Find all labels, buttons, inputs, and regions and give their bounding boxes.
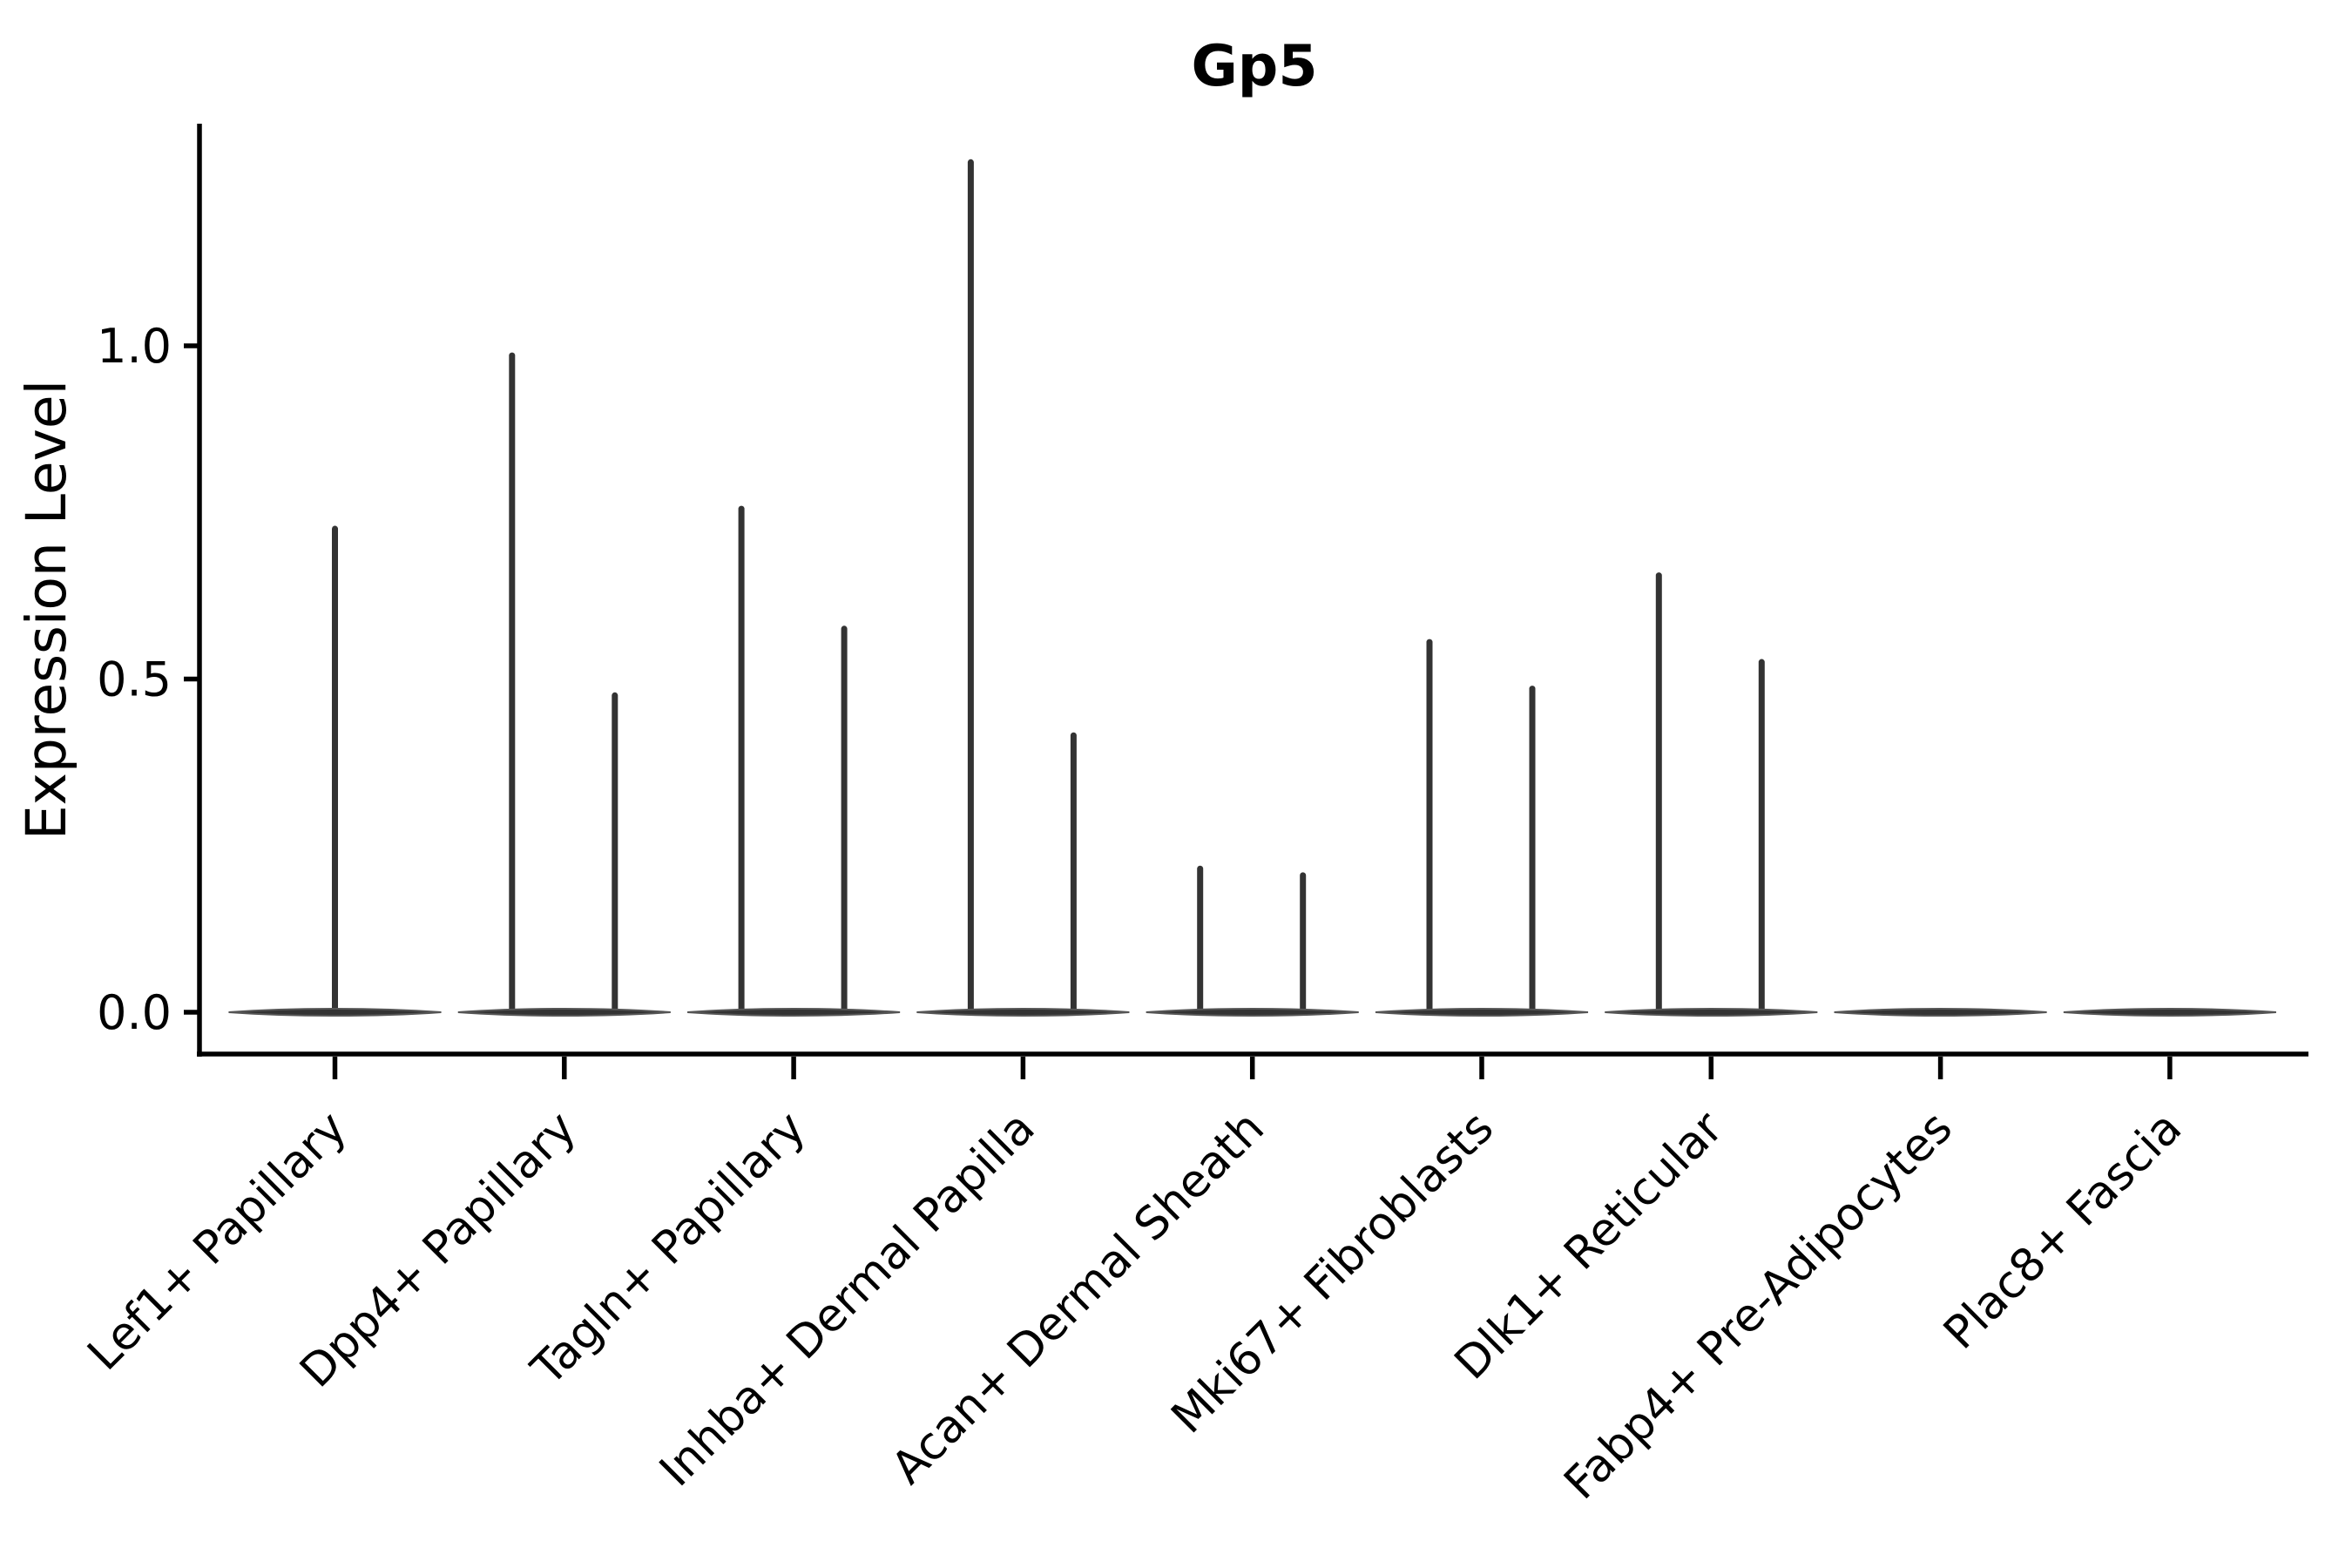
violin-base	[1375, 1007, 1589, 1017]
violin-spike	[509, 352, 516, 1016]
y-axis-label: Expression Level	[15, 380, 78, 840]
violin-base	[2063, 1007, 2276, 1017]
y-tick-label: 1.0	[97, 319, 172, 374]
x-tick-label: Acan+ Dermal Sheath	[882, 1102, 1274, 1495]
y-axis-ticks: 0.0 0.5 1.0	[97, 319, 199, 1040]
violin	[1834, 1007, 2047, 1017]
x-tick-label: Plac8+ Fascia	[1934, 1102, 2192, 1360]
chart-title: Gp5	[1191, 34, 1317, 99]
x-tick-label: Inhba+ Dermal Papilla	[650, 1102, 1044, 1497]
violin-base	[1834, 1007, 2047, 1017]
violin-spike	[612, 692, 618, 1016]
violin-spike	[1197, 865, 1204, 1016]
violin	[916, 159, 1130, 1017]
violin-base	[687, 1007, 901, 1017]
violin-base	[1605, 1007, 1818, 1017]
violin	[1605, 572, 1818, 1017]
violin-spike	[1426, 639, 1433, 1016]
violin	[1146, 865, 1359, 1017]
violin-spike	[1758, 659, 1765, 1016]
violin-spike	[1529, 686, 1536, 1016]
violin-base	[457, 1007, 671, 1017]
violin	[457, 352, 671, 1017]
y-tick-label: 0.5	[97, 652, 172, 707]
violin-spike	[1300, 872, 1307, 1016]
violin-spike	[332, 525, 338, 1016]
violin	[228, 525, 442, 1017]
violin-spike	[841, 625, 848, 1016]
violins	[228, 159, 2276, 1017]
violin	[687, 505, 901, 1017]
violin	[1375, 639, 1589, 1017]
violin-spike	[967, 159, 974, 1017]
violin-spike	[1070, 732, 1077, 1016]
violin	[2063, 1007, 2276, 1017]
violin-spike	[1655, 572, 1662, 1016]
y-tick-label: 0.0	[97, 985, 172, 1040]
violin-base	[228, 1007, 442, 1017]
violin-spike	[738, 505, 745, 1016]
violin-base	[916, 1007, 1130, 1017]
x-tick-label: Fabp4+ Pre-Adipocytes	[1555, 1102, 1963, 1510]
violin-base	[1146, 1007, 1359, 1017]
